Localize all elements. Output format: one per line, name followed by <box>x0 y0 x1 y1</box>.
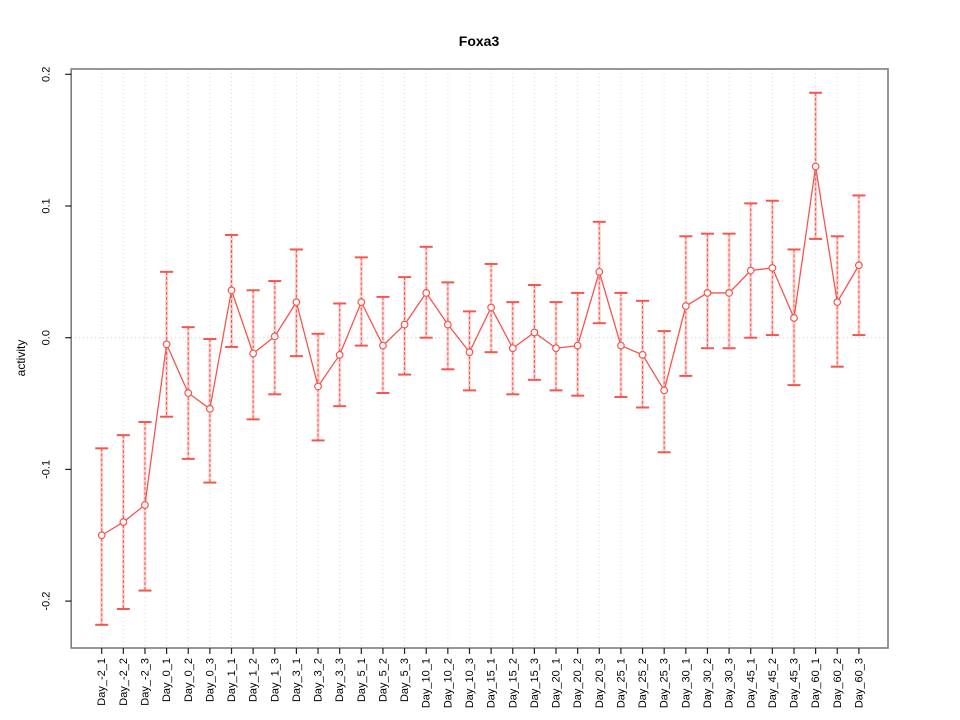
data-point-marker <box>119 518 128 526</box>
data-point-marker <box>811 162 820 171</box>
data-point-marker <box>141 501 149 509</box>
data-point-marker <box>487 303 496 312</box>
data-point-marker <box>854 261 863 270</box>
data-point-marker <box>681 302 690 310</box>
x-tick-label: Day_15_2 <box>507 658 519 708</box>
x-tick-label: Day_-2_3 <box>139 658 151 706</box>
x-tick-label: Day_30_3 <box>724 658 736 708</box>
data-point-marker <box>227 286 236 295</box>
data-point-marker <box>422 289 431 297</box>
y-tick-label: -0.1 <box>41 460 53 479</box>
data-point-marker <box>573 341 582 350</box>
data-point-marker <box>162 340 171 349</box>
data-point-marker <box>768 263 777 272</box>
x-tick-label: Day_3_1 <box>291 658 303 702</box>
x-tick-label: Day_60_3 <box>853 658 865 708</box>
y-tick-label: 0.2 <box>41 67 53 82</box>
data-point-marker <box>508 344 517 353</box>
data-point-marker <box>617 341 625 350</box>
x-tick-label: Day_10_1 <box>421 658 433 708</box>
data-point-marker <box>465 348 474 357</box>
x-tick-label: Day_1_2 <box>248 658 260 702</box>
data-point-marker <box>97 531 106 540</box>
x-tick-label: Day_5_3 <box>399 658 411 702</box>
x-tick-label: Day_0_3 <box>204 658 216 702</box>
x-tick-label: Day_20_1 <box>551 658 563 708</box>
x-tick-label: Day_1_1 <box>226 658 238 702</box>
data-point-marker <box>638 350 647 359</box>
data-point-marker <box>270 332 279 341</box>
x-tick-label: Day_0_1 <box>161 658 173 702</box>
x-tick-label: Day_5_1 <box>356 658 368 702</box>
data-point-marker <box>530 328 539 337</box>
x-tick-label: Day_45_2 <box>767 658 779 708</box>
x-tick-label: Day_-2_2 <box>118 658 130 706</box>
data-point-marker <box>595 267 604 276</box>
y-tick-label: -0.2 <box>41 592 53 611</box>
data-point-marker <box>790 314 798 322</box>
x-tick-label: Day_25_3 <box>659 658 671 708</box>
y-axis-label: activity <box>14 340 28 377</box>
x-tick-label: Day_0_2 <box>183 658 195 702</box>
x-tick-label: Day_20_2 <box>572 658 584 708</box>
y-tick-label: 0.0 <box>41 330 53 345</box>
x-tick-label: Day_30_2 <box>702 658 714 708</box>
x-tick-label: Day_3_2 <box>313 658 325 702</box>
data-point-marker <box>205 404 214 413</box>
x-tick-label: Day_45_3 <box>789 658 801 708</box>
data-point-marker <box>357 298 366 307</box>
x-tick-label: Day_60_1 <box>810 658 822 708</box>
x-tick-label: Day_15_1 <box>486 658 498 708</box>
x-tick-label: Day_25_2 <box>637 658 649 708</box>
chart-title: Foxa3 <box>459 33 500 49</box>
data-point-marker <box>443 320 452 329</box>
data-point-marker <box>292 298 301 307</box>
data-point-marker <box>725 289 733 297</box>
x-tick-label: Day_1_3 <box>269 658 281 702</box>
plot-border <box>70 68 889 649</box>
data-point-marker <box>833 298 842 307</box>
data-point-marker <box>660 386 669 395</box>
x-tick-label: Day_10_3 <box>464 658 476 708</box>
x-tick-label: Day_10_2 <box>442 658 454 708</box>
data-point-marker <box>746 266 755 275</box>
x-tick-label: Day_25_1 <box>615 658 627 708</box>
data-point-marker <box>703 289 712 297</box>
data-point-marker <box>249 349 258 358</box>
data-point-marker <box>379 341 387 350</box>
x-tick-label: Day_60_2 <box>832 658 844 708</box>
x-tick-label: Day_-2_1 <box>96 658 108 706</box>
x-tick-label: Day_15_3 <box>529 658 541 708</box>
data-point-marker <box>314 382 322 391</box>
x-tick-label: Day_45_1 <box>745 658 757 708</box>
y-tick-label: 0.1 <box>41 198 53 213</box>
data-point-marker <box>184 389 193 397</box>
data-point-marker <box>400 320 409 329</box>
x-tick-label: Day_20_3 <box>594 658 606 708</box>
x-tick-label: Day_3_3 <box>334 658 346 702</box>
data-point-marker <box>552 344 560 353</box>
x-tick-label: Day_30_1 <box>680 658 692 708</box>
data-point-marker <box>335 350 344 359</box>
series-line <box>101 166 860 536</box>
x-tick-label: Day_5_2 <box>377 658 389 702</box>
